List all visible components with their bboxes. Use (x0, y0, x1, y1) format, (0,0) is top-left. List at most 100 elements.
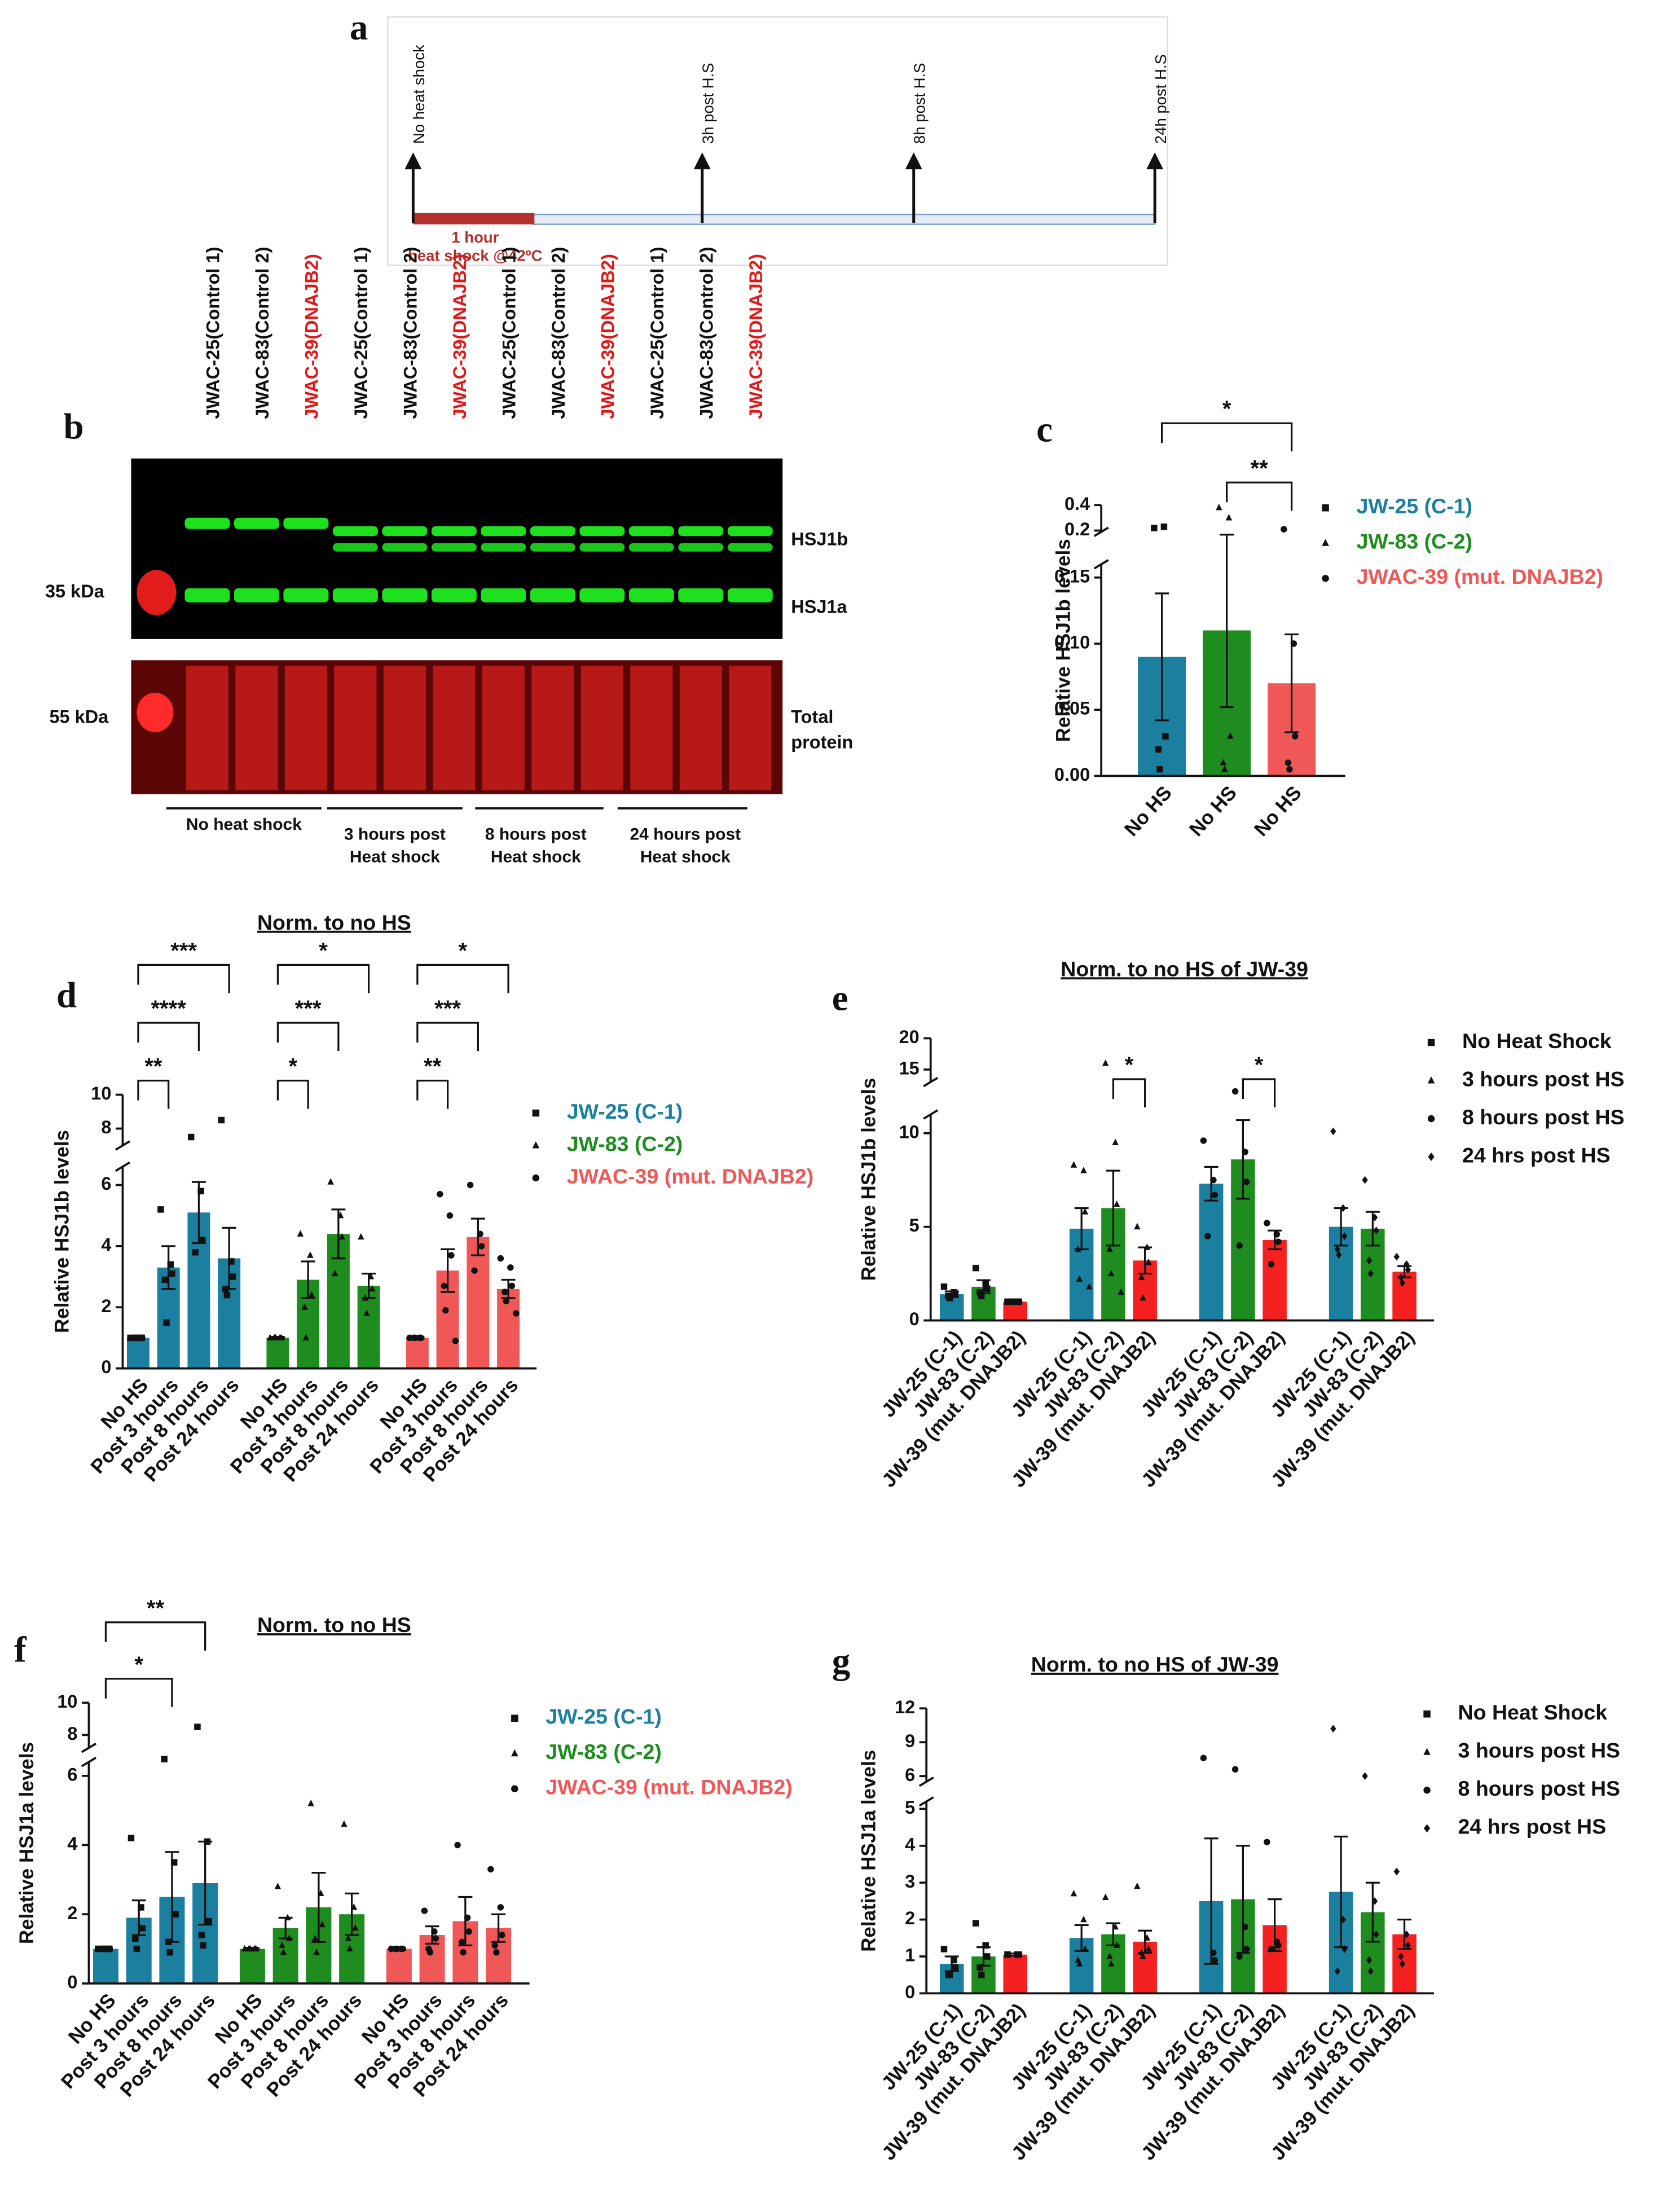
y-tick-label: 0 (67, 1972, 77, 1992)
legend-marker (511, 1714, 518, 1722)
data-point (194, 1723, 201, 1730)
bar (93, 1949, 118, 1984)
data-point (94, 1945, 102, 1952)
arrow-head (404, 152, 422, 170)
data-point (319, 1920, 325, 1928)
data-point (499, 1932, 505, 1938)
data-point (127, 1334, 134, 1342)
significance-label: *** (434, 996, 461, 1021)
band (431, 588, 477, 603)
data-point (272, 1334, 279, 1341)
legend-marker (532, 1109, 540, 1117)
data-point (1399, 1279, 1406, 1287)
data-point (205, 1918, 212, 1925)
axis-break (918, 1776, 934, 1787)
data-point (133, 1334, 139, 1342)
data-point (266, 1334, 274, 1341)
band-label: HSJ1b (791, 529, 848, 549)
significance-bracket (104, 1621, 206, 1651)
data-point (1292, 733, 1299, 740)
data-point (100, 1945, 107, 1952)
chart-title: Norm. to no HS of JW-39 (1061, 957, 1308, 980)
data-point (513, 1310, 520, 1317)
data-point (1118, 1288, 1124, 1295)
significance-label: **** (151, 996, 187, 1021)
band (530, 543, 575, 552)
y-axis-label: Relative HSJ1a levels (16, 1742, 38, 1944)
legend-label: JWAC-39 (mut. DNAJB2) (1357, 565, 1603, 588)
significance-label: ** (144, 1054, 162, 1079)
band (382, 543, 428, 552)
chart-title: Norm. to no HS (257, 911, 411, 934)
data-point (1220, 759, 1227, 766)
data-point (478, 1243, 485, 1250)
y-tick-label: 2 (67, 1903, 77, 1923)
data-point (1404, 1930, 1410, 1938)
data-point (1398, 1273, 1404, 1282)
significance-bracket (276, 1022, 340, 1051)
legend-label: JW-25 (C-1) (546, 1705, 661, 1729)
x-tick-label: No HS (1250, 782, 1306, 841)
panel-letter: d (56, 975, 77, 1015)
lane-label: JWAC-39(DNAJB2) (746, 254, 766, 419)
ladder-band (137, 692, 174, 732)
x-tick-label: No HS (1120, 782, 1176, 841)
lane (284, 666, 327, 790)
lane (235, 666, 278, 790)
significance-bracket (137, 1022, 200, 1051)
data-point (471, 1267, 478, 1274)
axis-break (923, 1109, 939, 1120)
data-point (976, 1289, 983, 1296)
data-point (1107, 1960, 1115, 1967)
data-point (1106, 1245, 1113, 1252)
y-tick-label: 10 (57, 1691, 77, 1712)
data-point (313, 1948, 320, 1955)
legend-marker (1427, 1115, 1435, 1123)
timepoint-label: 3h post H.S (700, 63, 717, 144)
lane-label: JWAC-39(DNAJB2) (597, 254, 618, 419)
y-tick-label: 0 (905, 1982, 915, 2002)
data-point (1070, 1889, 1077, 1897)
band (431, 543, 477, 552)
lane-label: JWAC-25(Control 1) (203, 247, 223, 419)
data-point (1243, 1178, 1250, 1185)
lane-label: JWAC-25(Control 1) (499, 247, 519, 419)
legend-label: 24 hrs post HS (1458, 1815, 1607, 1839)
legend-marker (1428, 1153, 1435, 1162)
data-point (163, 1319, 170, 1326)
data-point (1273, 1231, 1281, 1238)
error-bar (311, 1871, 326, 1943)
chart-title: Norm. to no HS of JW-39 (1031, 1652, 1279, 1676)
data-point (952, 1964, 959, 1971)
significance-bracket (416, 1022, 479, 1051)
lane-label: JWAC-39(DNAJB2) (301, 254, 322, 419)
data-point (1264, 1839, 1270, 1846)
data-point (200, 1942, 206, 1949)
data-point (317, 1889, 324, 1897)
data-point (976, 1964, 983, 1971)
error-bar (1235, 1119, 1250, 1200)
significance-label: * (288, 1054, 297, 1079)
significance-label: * (1255, 1053, 1264, 1078)
data-point (311, 1934, 319, 1941)
data-point (247, 1945, 254, 1952)
data-point (497, 1255, 504, 1262)
data-point (1371, 1897, 1378, 1905)
data-point (279, 1941, 285, 1949)
data-point (338, 1233, 345, 1240)
band (283, 588, 329, 603)
x-tick-label: No HS (1185, 782, 1241, 841)
group-label: No heat shock (186, 815, 302, 834)
significance-label: * (134, 1652, 143, 1677)
legend-label: JWAC-39 (mut. DNAJB2) (567, 1164, 813, 1188)
kda-marker: 55 kDa (49, 706, 109, 727)
legend-label: JW-25 (C-1) (1357, 494, 1472, 518)
legend-marker (1423, 1787, 1431, 1794)
data-point (493, 1949, 500, 1956)
error-bar (458, 1896, 473, 1947)
data-point (1236, 1953, 1243, 1960)
band (727, 588, 773, 603)
band (678, 543, 724, 552)
data-point (1236, 1242, 1243, 1249)
data-point (421, 1907, 428, 1914)
